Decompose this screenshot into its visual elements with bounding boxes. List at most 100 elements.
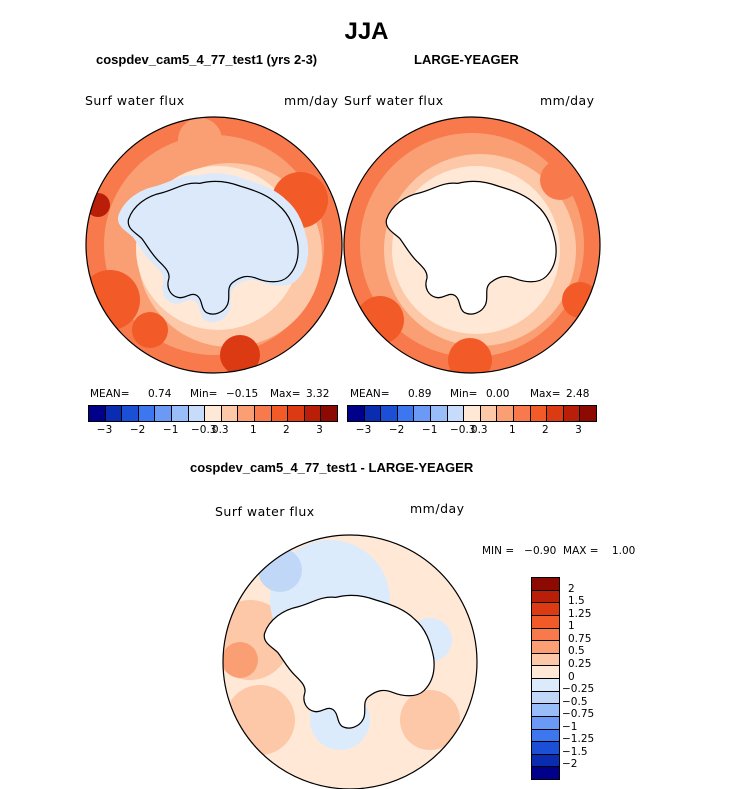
colorbar-tick-label: 2 [283,424,290,436]
left-variable-label: Surf water flux [85,93,185,108]
colorbar-tick-label: 0 [568,670,575,683]
colorbar-swatch [532,666,559,679]
colorbar-swatch [532,628,559,642]
right-units-label: mm/day [540,93,595,108]
right-max-label: Max= [530,388,561,400]
colorbar-swatch [547,406,564,421]
colorbar-swatch [138,406,156,421]
colorbar-swatch [532,615,559,629]
left-mean-label: MEAN= [90,388,130,400]
colorbar-swatch [530,406,548,421]
colorbar-swatch [171,406,189,421]
left-colorbar [88,405,338,422]
colorbar-swatch [532,679,559,692]
colorbar-tick-label: −1 [421,424,438,436]
colorbar-tick-label: 0.5 [568,645,585,658]
right-variable-label: Surf water flux [344,93,444,108]
right-mean-value: 0.89 [408,388,432,400]
colorbar-tick-label: −1 [162,424,179,436]
colorbar-swatch [89,406,106,421]
colorbar-tick-label: −3 [355,424,372,436]
colorbar-swatch [497,406,514,421]
right-stats: MEAN= 0.89 Min= 0.00 Max= 2.48 [350,388,600,402]
colorbar-tick-label: −2 [129,424,146,436]
right-mean-label: MEAN= [350,388,390,400]
colorbar-swatch [414,406,431,421]
left-max-label: Max= [270,388,301,400]
colorbar-swatch [532,754,559,768]
colorbar-tick-label: 0.3 [470,424,488,436]
right-panel-title: LARGE-YEAGER [414,52,519,67]
right-max-value: 2.48 [566,388,590,400]
colorbar-tick-label: 1 [568,620,575,633]
colorbar-swatch [532,653,559,667]
colorbar-swatch [513,406,531,421]
colorbar-swatch [397,406,415,421]
colorbar-tick-label: 2 [542,424,549,436]
left-units-label: mm/day [284,93,339,108]
right-min-value: 0.00 [486,388,510,400]
colorbar-tick-label: −0.25 [562,683,595,696]
colorbar-swatch [532,578,559,591]
colorbar-swatch [221,406,239,421]
colorbar-swatch [254,406,272,421]
colorbar-swatch [532,603,559,616]
colorbar-swatch [205,406,222,421]
colorbar-swatch [532,641,559,654]
colorbar-tick-label: 0.25 [568,657,592,670]
colorbar-swatch [364,406,382,421]
right-min-label: Min= [450,388,478,400]
diff-colorbar-ticks: 2 1.5 1.25 1 0.75 0.5 0.25 0 −0.25 −0.5 −0.75 −1 −1.… [562,577,626,778]
colorbar-tick-label: −3 [96,424,113,436]
colorbar-tick-label: −0.5 [562,695,588,708]
diff-polar-map [222,534,478,789]
right-colorbar [347,405,597,422]
colorbar-tick-label: 3 [575,424,582,436]
left-min-label: Min= [190,388,218,400]
colorbar-swatch [563,406,581,421]
colorbar-swatch [430,406,448,421]
colorbar-tick-label: −1.5 [562,745,588,758]
left-max-value: 3.32 [306,388,330,400]
colorbar-swatch [304,406,322,421]
colorbar-swatch [532,716,559,730]
left-mean-value: 0.74 [148,388,172,400]
right-polar-map [343,116,601,374]
colorbar-swatch [532,767,559,779]
colorbar-swatch [321,406,337,421]
colorbar-swatch [155,406,172,421]
colorbar-swatch [532,729,559,743]
colorbar-tick-label: 1 [508,424,516,436]
left-colorbar-ticks: −3 −2 −1 −0.3 0.3 1 2 3 [88,424,336,438]
colorbar-tick-label: 2 [568,582,575,595]
colorbar-tick-label: −1.25 [562,733,595,746]
colorbar-swatch [238,406,255,421]
colorbar-swatch [532,590,559,604]
colorbar-tick-label: −2 [562,758,578,771]
left-min-value: −0.15 [226,388,259,400]
colorbar-swatch [532,742,559,755]
colorbar-swatch [447,406,465,421]
colorbar-tick-label: 0.3 [211,424,229,436]
colorbar-swatch [348,406,365,421]
left-panel-title: cospdev_cam5_4_77_test1 (yrs 2-3) [96,52,318,67]
colorbar-tick-label: −1 [562,720,578,733]
diff-minmax: MIN = −0.90 MAX = 1.00 [482,545,636,557]
diff-units-label: mm/day [410,501,465,516]
main-title: JJA [344,18,389,45]
colorbar-tick-label: −2 [388,424,405,436]
right-colorbar-ticks: −3 −2 −1 −0.3 0.3 1 2 3 [347,424,595,438]
colorbar-swatch [288,406,305,421]
colorbar-swatch [480,406,498,421]
left-stats: MEAN= 0.74 Min= −0.15 Max= 3.32 [90,388,340,402]
colorbar-swatch [381,406,398,421]
colorbar-tick-label: 1.25 [568,607,592,620]
colorbar-swatch [532,704,559,717]
colorbar-tick-label: −0.3 [449,424,476,436]
diff-title: cospdev_cam5_4_77_test1 - LARGE-YEAGER [190,460,474,475]
colorbar-swatch [188,406,206,421]
colorbar-swatch [105,406,123,421]
colorbar-swatch [464,406,481,421]
colorbar-swatch [271,406,289,421]
